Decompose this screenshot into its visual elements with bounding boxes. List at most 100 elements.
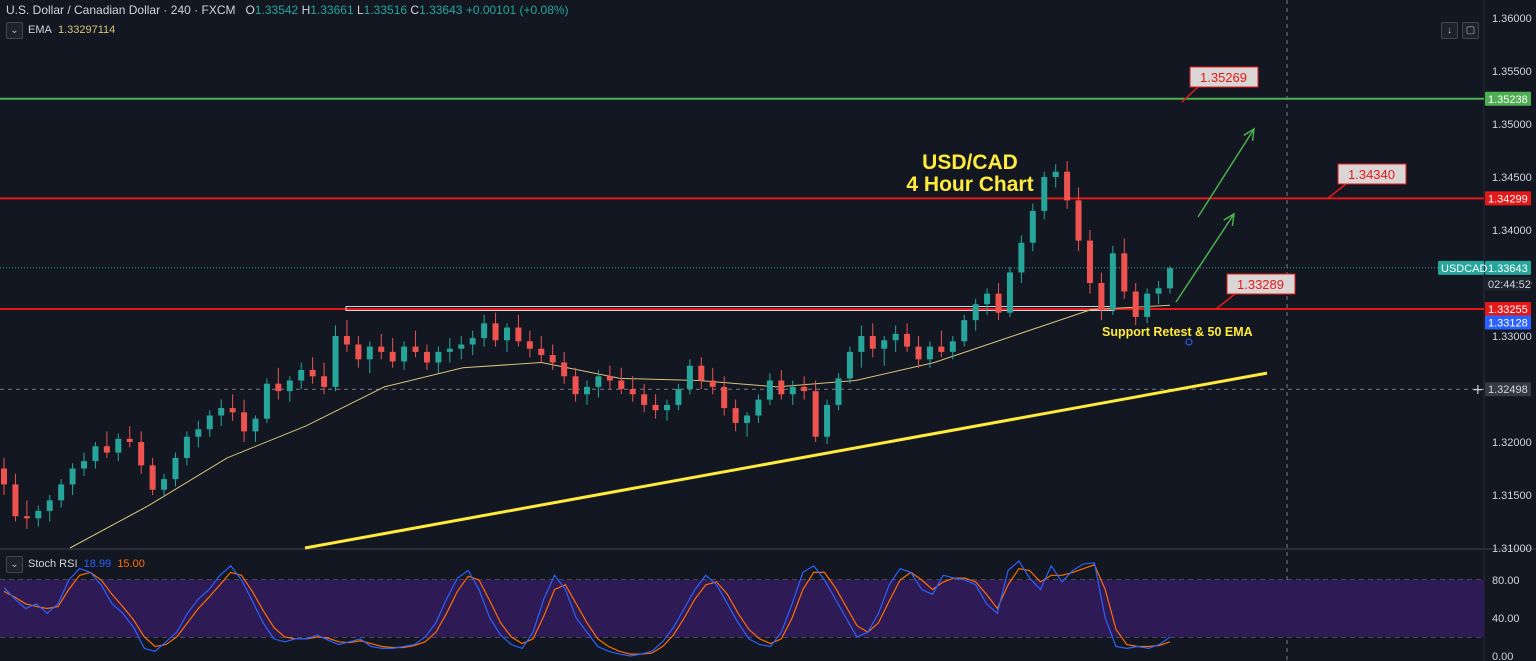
candle[interactable] <box>263 378 270 423</box>
candle[interactable] <box>675 383 682 411</box>
candle[interactable] <box>949 336 956 360</box>
candle[interactable] <box>732 399 739 432</box>
candle[interactable] <box>1041 171 1048 220</box>
candle[interactable] <box>446 338 453 363</box>
candle[interactable] <box>618 367 625 395</box>
candle[interactable] <box>584 380 590 405</box>
candle[interactable] <box>138 431 145 474</box>
price-callout[interactable]: 1.33289 <box>1215 273 1296 310</box>
candle[interactable] <box>401 341 408 370</box>
candle[interactable] <box>423 344 430 370</box>
price-callout[interactable]: 1.35269 <box>1181 66 1259 103</box>
candle[interactable] <box>378 333 385 360</box>
up-arrow-far[interactable] <box>1197 127 1255 218</box>
candle[interactable] <box>686 359 693 395</box>
candle[interactable] <box>549 344 556 370</box>
candle[interactable] <box>652 394 659 419</box>
candle[interactable] <box>1098 272 1105 321</box>
candle[interactable] <box>275 367 282 400</box>
candle[interactable] <box>81 452 88 476</box>
scroll-down-button[interactable]: ↓ <box>1441 22 1458 39</box>
candle[interactable] <box>926 341 933 368</box>
candle[interactable] <box>961 314 968 347</box>
candle[interactable] <box>709 367 716 395</box>
candle[interactable] <box>641 383 648 413</box>
plus-icon[interactable]: + <box>1472 382 1484 398</box>
candle[interactable] <box>1 457 7 496</box>
candle[interactable] <box>481 314 488 347</box>
candle[interactable] <box>35 505 42 527</box>
anchor-point[interactable] <box>1185 338 1193 346</box>
candle[interactable] <box>1064 161 1071 209</box>
candle[interactable] <box>469 330 476 356</box>
candle[interactable] <box>1132 283 1139 326</box>
candle[interactable] <box>12 473 19 522</box>
candle[interactable] <box>904 323 911 352</box>
candle[interactable] <box>572 367 579 402</box>
candle[interactable] <box>58 479 65 508</box>
candle[interactable] <box>595 369 602 398</box>
up-arrow-near[interactable] <box>1175 212 1235 303</box>
candle[interactable] <box>161 473 168 498</box>
candle[interactable] <box>1144 288 1151 324</box>
candle[interactable] <box>881 336 888 366</box>
candle[interactable] <box>1006 267 1013 317</box>
candle[interactable] <box>972 298 979 331</box>
candle[interactable] <box>206 410 213 437</box>
candle[interactable] <box>938 330 945 358</box>
candle[interactable] <box>218 399 225 427</box>
candle[interactable] <box>1075 187 1082 252</box>
candle[interactable] <box>1155 280 1162 305</box>
candle[interactable] <box>241 399 248 443</box>
candle[interactable] <box>995 283 1002 321</box>
candle[interactable] <box>46 495 53 522</box>
candle[interactable] <box>789 380 796 405</box>
candle[interactable] <box>561 351 568 384</box>
candle[interactable] <box>744 412 751 437</box>
candle[interactable] <box>332 325 339 392</box>
candle[interactable] <box>195 420 202 448</box>
candle[interactable] <box>298 362 305 390</box>
candle[interactable] <box>458 336 465 360</box>
candle[interactable] <box>149 457 156 496</box>
candle[interactable] <box>69 463 76 496</box>
price-callout[interactable]: 1.34340 <box>1326 163 1407 200</box>
fullscreen-button[interactable]: ▢ <box>1462 22 1479 39</box>
candle[interactable] <box>515 314 522 347</box>
collapse-stoch-button[interactable]: ⌄ <box>6 556 23 573</box>
candle[interactable] <box>1121 238 1128 299</box>
candle[interactable] <box>629 376 636 402</box>
candle[interactable] <box>412 330 419 358</box>
candle[interactable] <box>252 415 259 443</box>
candle[interactable] <box>812 380 819 443</box>
candle[interactable] <box>355 336 362 368</box>
candle[interactable] <box>1086 230 1093 294</box>
candle[interactable] <box>435 346 442 374</box>
candle[interactable] <box>389 338 396 368</box>
collapse-indicators-button[interactable]: ⌄ <box>6 22 23 39</box>
candle[interactable] <box>343 320 350 352</box>
candle[interactable] <box>766 373 773 405</box>
candle[interactable] <box>366 341 373 374</box>
candle[interactable] <box>721 376 728 416</box>
candle[interactable] <box>835 373 842 411</box>
candle[interactable] <box>126 426 133 448</box>
candle[interactable] <box>846 346 853 384</box>
candle[interactable] <box>23 500 30 529</box>
candle[interactable] <box>778 369 785 400</box>
candle[interactable] <box>172 452 179 487</box>
trend-line[interactable] <box>304 371 1268 550</box>
candle[interactable] <box>869 323 876 358</box>
candle[interactable] <box>801 376 808 400</box>
candle[interactable] <box>1018 235 1025 284</box>
candle[interactable] <box>892 325 899 352</box>
candle[interactable] <box>115 433 122 462</box>
candle[interactable] <box>858 325 865 368</box>
candle[interactable] <box>1029 203 1036 252</box>
candle[interactable] <box>606 365 613 390</box>
candle[interactable] <box>309 357 316 384</box>
candle[interactable] <box>824 399 831 445</box>
candle[interactable] <box>321 362 328 395</box>
candle[interactable] <box>698 357 705 390</box>
